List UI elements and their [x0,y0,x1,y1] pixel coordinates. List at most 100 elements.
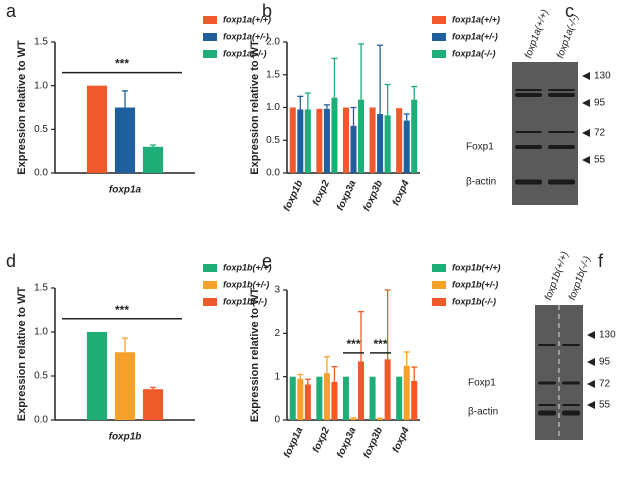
bar [142,146,164,173]
x-tick-label: foxp3a [335,178,359,212]
x-tick-label: foxp4 [391,178,412,207]
bar [358,361,365,420]
y-tick-label: 2.0 [266,37,280,48]
bar [304,384,311,420]
legend-swatch [432,264,446,272]
bar [114,107,136,173]
y-tick-label: 0.5 [34,371,48,382]
x-tick-label: foxp1b [282,179,306,213]
error-bar [323,104,330,109]
y-tick-label: 0 [274,415,280,426]
error-bar [403,351,410,366]
bar [289,107,296,173]
legend-label: foxp1b(+/+) [452,262,501,272]
y-tick-label: 0.0 [266,168,280,179]
legend-swatch [432,16,446,24]
bar [114,352,136,420]
marker-label: 55 [594,155,606,166]
marker-arrow [587,380,595,388]
panel-letter: d [6,251,16,271]
blot-band [538,404,556,406]
error-bar [331,57,338,98]
significance-label: *** [346,337,360,351]
y-tick-label: 1.5 [266,69,280,80]
band-label: Foxp1 [466,142,494,153]
y-tick-label: 0.0 [34,168,48,179]
significance-label: *** [115,57,129,71]
bar [384,359,391,420]
panel-letter: e [262,251,272,271]
legend-label: foxp1b(+/+) [223,262,272,272]
error-bar [297,95,304,110]
band-label: β-actin [468,407,498,418]
legend-swatch [203,50,217,58]
lane-label: foxp1b(-/-) [567,255,593,302]
marker-label: 130 [599,330,616,341]
error-bar [384,83,391,116]
error-bar [384,289,391,360]
error-bar [350,106,357,126]
legend-label: foxp1b(-/-) [452,296,496,306]
legend-label: foxp1b(-/-) [223,296,267,306]
y-tick-label: 1.5 [34,37,48,48]
legend-label: foxp1a(+/+) [452,14,500,24]
y-tick-label: 3 [274,285,280,296]
marker-label: 55 [599,400,611,411]
legend-label: foxp1a(-/-) [452,48,496,58]
blot-band [515,93,542,97]
bar [316,108,323,173]
panel-letter: a [6,1,17,21]
error-bar [403,113,410,121]
x-tick-label: foxp1a [109,185,142,196]
legend-swatch [432,281,446,289]
marker-arrow [582,99,590,107]
legend-swatch [203,264,217,272]
legend-swatch [432,298,446,306]
error-bar [350,417,357,419]
marker-label: 130 [594,71,611,82]
error-bar [304,378,311,385]
bar [342,107,349,173]
error-bar [150,386,156,390]
band-label: β-actin [466,177,496,188]
y-tick-label: 0.5 [266,135,280,146]
error-bar [411,366,418,381]
bar [331,381,338,420]
bar [316,376,323,420]
bar [350,418,357,420]
blot-band [515,179,542,185]
blot-band [548,93,575,97]
marker-arrow [587,401,595,409]
bar [342,376,349,420]
marker-label: 95 [594,98,606,109]
panel-letter: c [565,1,574,21]
legend-swatch [203,33,217,41]
error-bar [331,366,338,382]
error-bar [122,337,128,353]
y-tick-label: 1 [274,371,280,382]
lane-label: foxp1b(+/+) [543,250,571,302]
blot-band [538,344,556,346]
significance-label: *** [373,337,387,351]
blot-band [548,145,575,149]
significance-label: *** [115,303,129,317]
bar [377,114,384,173]
bar [350,125,357,173]
bar [297,109,304,173]
error-bar [122,90,128,108]
bar [396,376,403,420]
error-bar [377,417,384,420]
marker-label: 72 [599,379,611,390]
y-axis-label: Expression relative to WT [16,286,28,421]
bar [403,120,410,173]
x-tick-label: foxp4 [391,425,412,454]
bar [289,376,296,420]
blot-band [515,131,542,133]
blot-band [562,344,580,346]
bar [411,381,418,420]
x-tick-label: foxp1a [282,425,306,459]
legend-label: foxp1a(-/-) [223,48,267,58]
marker-label: 95 [599,357,611,368]
legend-swatch [203,281,217,289]
legend-label: foxp1a(+/+) [223,14,271,24]
